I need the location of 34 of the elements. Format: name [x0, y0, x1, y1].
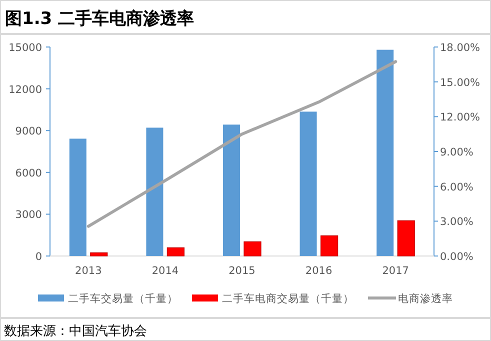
- bar: [320, 235, 338, 256]
- bar: [223, 124, 240, 256]
- chart-title: 图1.3 二手车电商渗透率: [5, 9, 194, 29]
- y-tick-label: 9000: [15, 126, 42, 138]
- x-tick-label: 2016: [305, 265, 332, 277]
- bar: [376, 50, 394, 256]
- y-tick-label: 3000: [15, 209, 42, 222]
- legend-label: 二手车电商交易量（千量）: [222, 292, 354, 305]
- bar: [90, 252, 108, 256]
- y-tick-label: 6000: [15, 167, 42, 180]
- bar: [300, 112, 317, 256]
- bar: [397, 220, 415, 256]
- y2-tick-label: 15.00%: [440, 76, 480, 89]
- x-tick-label: 2017: [382, 265, 409, 277]
- x-tick-label: 2014: [152, 265, 179, 277]
- y-tick-label: 12000: [8, 84, 42, 96]
- source-note: 数据来源：中国汽车协会: [4, 324, 147, 339]
- bar: [244, 241, 262, 256]
- x-tick-label: 2015: [228, 265, 256, 277]
- y2-tick-label: 12.00%: [440, 112, 480, 124]
- y-tick-label: 15000: [8, 42, 42, 54]
- y2-tick-label: 0.00%: [440, 251, 474, 263]
- line-series: [86, 60, 398, 228]
- y2-tick-label: 6.00%: [440, 181, 474, 194]
- y2-tick-label: 18.00%: [440, 42, 480, 54]
- x-tick-label: 2013: [75, 265, 102, 277]
- legend-label: 二手车交易量（千量）: [68, 292, 178, 305]
- y2-tick-label: 9.00%: [440, 146, 474, 158]
- legend-label: 电商渗透率: [398, 292, 453, 305]
- bar: [69, 138, 86, 256]
- bar: [166, 247, 184, 256]
- bar: [146, 128, 164, 256]
- y2-tick-label: 3.00%: [440, 216, 474, 228]
- y-tick-label: 0: [35, 251, 42, 263]
